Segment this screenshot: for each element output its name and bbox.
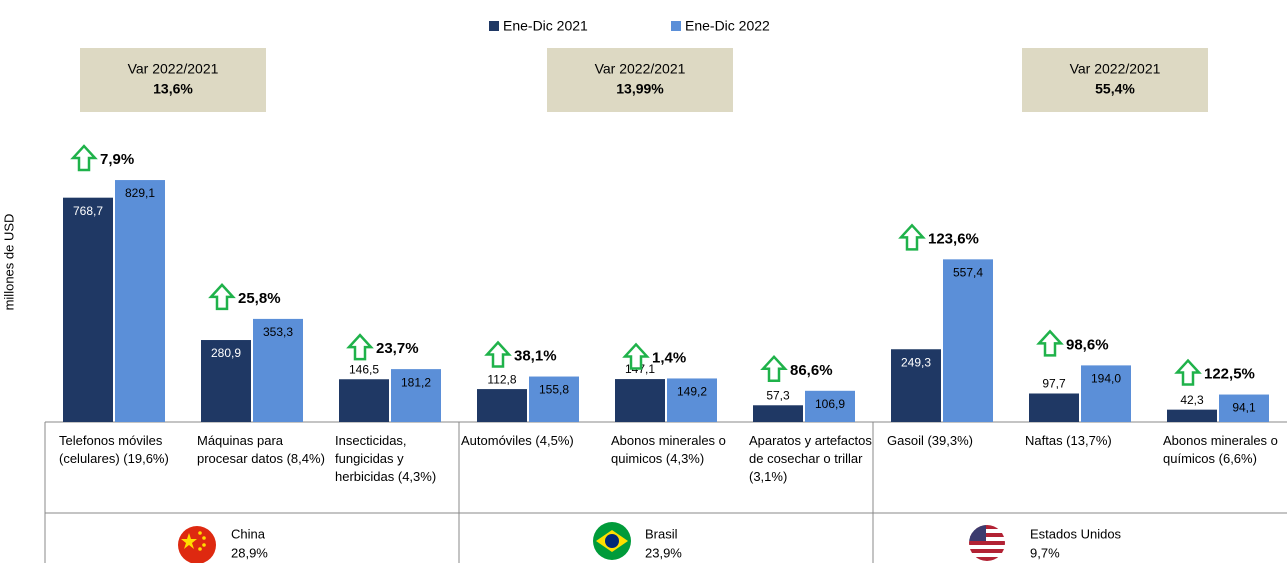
bar [805,390,855,422]
growth-arrow [622,342,650,370]
country-share: 23,9% [645,545,682,560]
category-label: Insecticidas, fungicidas y herbicidas (4… [335,433,437,484]
bar [115,180,165,422]
growth-label: 122,5% [1204,366,1255,383]
bar [201,340,251,422]
y-axis-label: millones de USD [1,214,16,311]
value-label: 249,3 [901,355,931,369]
var-value: 55,4% [1095,81,1135,97]
category-label: Abonos minerales o químicos (6,6%) [1163,433,1278,466]
var-box [80,48,266,112]
value-label: 94,1 [1232,401,1256,415]
value-label: 557,4 [953,266,983,280]
growth-arrow [760,354,788,383]
growth-arrow [208,283,236,311]
value-label: 146,5 [349,362,379,376]
var-box [547,48,733,112]
value-label: 106,9 [815,397,845,411]
growth-arrow [484,340,512,368]
flag-usa [969,525,1005,561]
growth-arrow [1174,358,1202,386]
bar [615,379,665,422]
flag-china [178,526,216,563]
growth-label: 123,6% [928,230,979,247]
category-label: Naftas (13,7%) [1025,433,1112,448]
value-label: 829,1 [125,186,155,200]
var-title: Var 2022/2021 [128,61,219,77]
bar [477,389,527,422]
bar [667,378,717,422]
category-label: Aparatos y artefactos de cosechar o tril… [749,433,872,484]
value-label: 97,7 [1042,377,1066,391]
country-name: Estados Unidos [1030,526,1122,541]
bar [1167,409,1217,422]
growth-arrow [346,333,374,361]
growth-label: 1,4% [652,349,686,366]
value-label: 112,8 [487,372,516,386]
bar [1029,393,1079,422]
bar [1219,394,1269,422]
growth-label: 86,6% [790,362,833,379]
legend-label: Ene-Dic 2022 [685,18,770,34]
country-share: 9,7% [1030,545,1060,560]
bar [253,318,303,422]
growth-label: 25,8% [238,290,281,307]
country-name: Brasil [645,526,678,541]
category-label: Máquinas para procesar datos (8,4%) [197,433,325,466]
var-value: 13,99% [616,81,664,97]
growth-arrow [1036,329,1064,357]
value-label: 181,2 [401,375,431,389]
bar [891,349,941,422]
category-label: Automóviles (4,5%) [461,433,574,448]
value-label: 57,3 [766,388,790,402]
var-box [1022,48,1208,112]
category-label: Gasoil (39,3%) [887,433,973,448]
value-label: 194,0 [1091,372,1121,386]
value-label: 768,7 [73,204,103,218]
bar [391,369,441,422]
value-label: 149,2 [677,385,707,399]
value-label: 280,9 [211,346,241,360]
flag-brazil [593,522,631,560]
value-label: 353,3 [263,325,293,339]
var-value: 13,6% [153,81,193,97]
legend-swatch [671,21,681,31]
growth-arrow [70,144,98,172]
legend-label: Ene-Dic 2021 [503,18,588,34]
var-title: Var 2022/2021 [1070,61,1161,77]
category-label: Telefonos móviles (celulares) (19,6%) [59,433,169,466]
growth-label: 7,9% [100,151,134,168]
var-title: Var 2022/2021 [595,61,686,77]
growth-label: 23,7% [376,340,419,357]
category-label: Abonos minerales o quimicos (4,3%) [611,433,726,466]
growth-label: 38,1% [514,348,557,365]
legend-swatch [489,21,499,31]
value-label: 155,8 [539,383,569,397]
growth-arrow [898,223,926,251]
country-name: China [231,526,266,541]
country-share: 28,9% [231,545,268,560]
growth-label: 98,6% [1066,336,1109,353]
bar [529,376,579,422]
bar [1081,365,1131,422]
value-label: 42,3 [1180,393,1204,407]
bar [943,259,993,422]
bar [63,197,113,422]
bar [339,379,389,422]
bar [753,405,803,422]
